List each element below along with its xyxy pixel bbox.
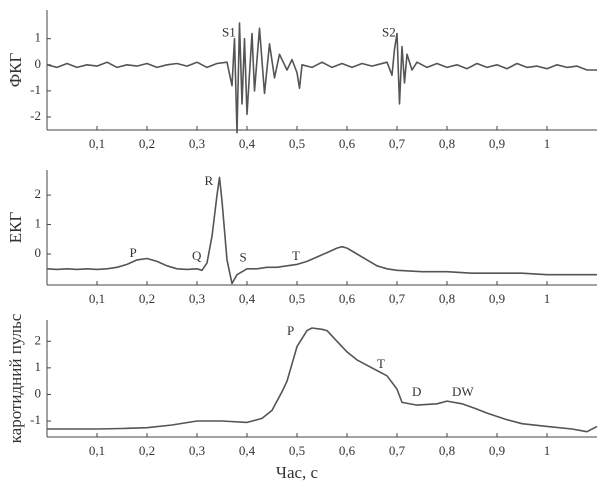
x-tick-label: 0,5: [289, 291, 305, 306]
x-tick-label: 0,2: [139, 136, 155, 151]
x-tick-label: 0,1: [89, 136, 105, 151]
x-tick-label: 1: [544, 443, 551, 458]
y-axis-title: каротидний пульс: [6, 313, 25, 443]
x-tick-label: 0,1: [89, 443, 105, 458]
x-tick-label: 0,7: [389, 443, 406, 458]
y-tick-label: -1: [30, 412, 41, 427]
x-tick-label: 0,3: [189, 291, 205, 306]
y-tick-label: 1: [35, 359, 42, 374]
x-tick-label: 0,4: [239, 291, 256, 306]
signal-line: [46, 22, 597, 134]
x-tick-label: 0,5: [289, 443, 305, 458]
x-axis-title: Час, с: [276, 463, 319, 482]
x-tick-label: 0,8: [439, 136, 455, 151]
x-tick-label: 1: [544, 136, 551, 151]
annotation: P: [287, 323, 294, 338]
x-tick-label: 0,4: [239, 443, 256, 458]
annotation: D: [412, 384, 421, 399]
annotation: S: [240, 249, 247, 264]
x-tick-label: 1: [544, 291, 551, 306]
y-tick-label: -1: [30, 82, 41, 97]
annotation: S1: [222, 24, 236, 39]
y-tick-label: 0: [35, 56, 42, 71]
annotation: DW: [452, 384, 474, 399]
annotation: P: [130, 245, 137, 260]
signal-line: [46, 176, 597, 285]
annotation: T: [377, 356, 385, 371]
annotation: S2: [382, 24, 396, 39]
y-tick-label: 0: [35, 245, 42, 260]
x-tick-label: 0,9: [489, 291, 505, 306]
x-tick-label: 0,5: [289, 136, 305, 151]
y-tick-label: 0: [35, 385, 42, 400]
y-tick-label: 1: [35, 216, 42, 231]
x-tick-label: 0,7: [389, 291, 406, 306]
annotation: Q: [192, 248, 202, 263]
x-tick-label: 0,6: [339, 443, 356, 458]
x-tick-label: 0,2: [139, 291, 155, 306]
x-tick-label: 0,6: [339, 136, 356, 151]
x-tick-label: 0,4: [239, 136, 256, 151]
x-tick-label: 0,3: [189, 136, 205, 151]
x-tick-label: 0,2: [139, 443, 155, 458]
x-tick-label: 0,7: [389, 136, 406, 151]
y-axis-title: ФКГ: [6, 53, 25, 88]
y-tick-label: 2: [35, 332, 42, 347]
x-tick-label: 0,9: [489, 136, 505, 151]
x-tick-label: 0,8: [439, 443, 455, 458]
y-tick-label: -2: [30, 108, 41, 123]
signal-line: [47, 327, 598, 433]
x-tick-label: 0,6: [339, 291, 356, 306]
annotation: T: [292, 248, 300, 263]
x-tick-label: 0,9: [489, 443, 505, 458]
y-tick-label: 1: [35, 30, 42, 45]
x-tick-label: 0,8: [439, 291, 455, 306]
x-tick-label: 0,3: [189, 443, 205, 458]
y-tick-label: 2: [35, 186, 42, 201]
y-axis-title: ЕКГ: [6, 212, 25, 244]
x-tick-label: 0,1: [89, 291, 105, 306]
annotation: R: [205, 173, 214, 188]
